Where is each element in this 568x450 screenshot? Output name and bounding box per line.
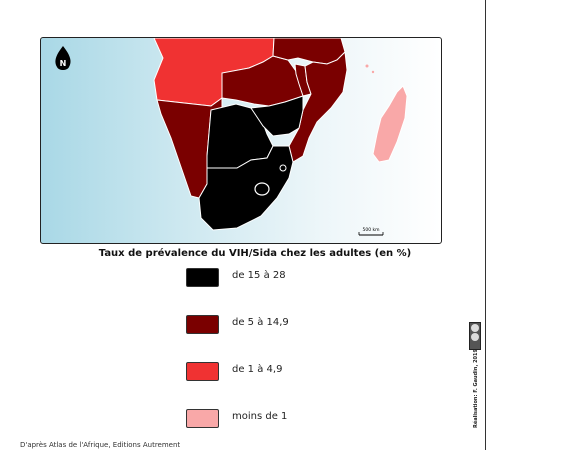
- legend-item-under-1: moins de 1: [186, 409, 406, 428]
- legend-swatch: [186, 409, 219, 428]
- legend-label: de 15 à 28: [232, 270, 286, 281]
- source-note: D'après Atlas de l'Afrique, Editions Aut…: [20, 441, 181, 449]
- legend-swatch: [186, 268, 219, 287]
- legend-label: moins de 1: [232, 411, 288, 422]
- author-credit: Réalisation: F. Gaudin, 2019: [473, 349, 479, 428]
- region-south-africa: [198, 145, 294, 231]
- region-lesotho: [254, 182, 270, 196]
- legend-title: Taux de prévalence du VIH/Sida chez les …: [98, 248, 412, 259]
- region-comoros: [365, 64, 369, 68]
- legend-item-15-28: de 15 à 28: [186, 268, 406, 287]
- legend-label: de 1 à 4,9: [232, 364, 283, 375]
- creative-commons-badge-icon: [469, 322, 481, 350]
- north-arrow-icon: N: [55, 46, 71, 70]
- scale-label: 500 km: [362, 227, 379, 233]
- map-frame: N 500 km: [40, 37, 442, 244]
- region-swaziland: [279, 164, 287, 172]
- scale-bar: 500 km: [358, 227, 384, 236]
- region-mozambique: [288, 50, 348, 163]
- legend-swatch: [186, 315, 219, 334]
- legend-swatch: [186, 362, 219, 381]
- southern-africa-map: N 500 km: [55, 38, 408, 236]
- legend-item-5-14: de 5 à 14,9: [186, 315, 406, 334]
- region-comoros-2: [371, 70, 375, 74]
- region-madagascar: [372, 85, 408, 163]
- legend-item-1-4: de 1 à 4,9: [186, 362, 406, 381]
- legend-label: de 5 à 14,9: [232, 317, 289, 328]
- page-divider-line: [485, 0, 486, 450]
- north-label: N: [60, 59, 67, 68]
- region-zimbabwe: [250, 95, 304, 137]
